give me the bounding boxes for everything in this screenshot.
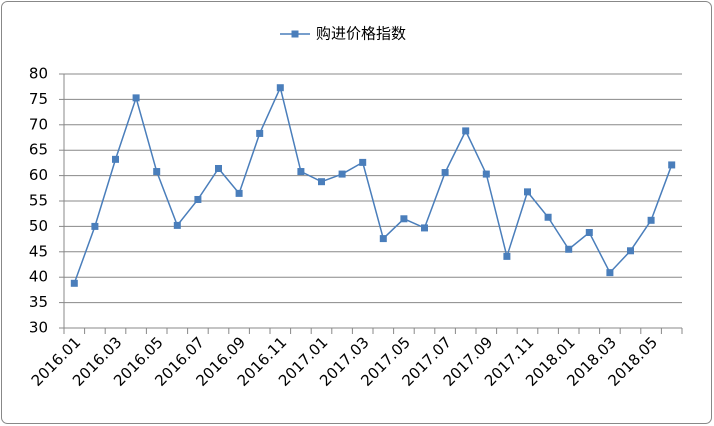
- point: [194, 195, 202, 203]
- point: [276, 84, 284, 92]
- point: [215, 164, 222, 172]
- legend-marker: [291, 30, 299, 38]
- legend-label: 购进价格指数: [316, 25, 406, 43]
- y-tick-label: 80: [29, 65, 48, 83]
- point: [359, 158, 367, 166]
- y-tick-label: 40: [29, 268, 48, 286]
- point: [441, 169, 449, 177]
- point: [565, 245, 573, 253]
- y-tick-label: 75: [29, 90, 48, 108]
- point: [503, 252, 511, 260]
- y-tick-label: 35: [29, 293, 48, 311]
- point: [606, 269, 614, 277]
- y-tick-label: 60: [29, 166, 48, 184]
- y-tick-label: 70: [29, 115, 48, 133]
- point: [544, 213, 552, 221]
- point: [462, 127, 470, 135]
- y-tick-label: 65: [29, 141, 48, 159]
- point: [91, 222, 99, 230]
- point: [668, 161, 676, 169]
- y-tick-label: 30: [29, 319, 48, 337]
- point: [421, 224, 428, 232]
- point: [338, 170, 346, 178]
- y-tick-label: 55: [29, 192, 48, 210]
- point: [482, 170, 490, 178]
- point: [647, 216, 655, 224]
- point: [524, 188, 531, 196]
- point: [153, 168, 161, 176]
- point: [235, 189, 243, 197]
- point: [70, 279, 78, 287]
- point: [627, 247, 634, 255]
- point: [173, 221, 181, 229]
- y-tick-label: 45: [29, 242, 48, 260]
- point: [112, 155, 119, 163]
- point: [256, 129, 264, 137]
- point: [585, 228, 593, 236]
- point: [318, 178, 325, 186]
- point: [132, 94, 140, 102]
- point: [400, 215, 408, 223]
- point: [297, 168, 305, 176]
- point: [379, 235, 387, 243]
- y-tick-label: 50: [29, 217, 48, 235]
